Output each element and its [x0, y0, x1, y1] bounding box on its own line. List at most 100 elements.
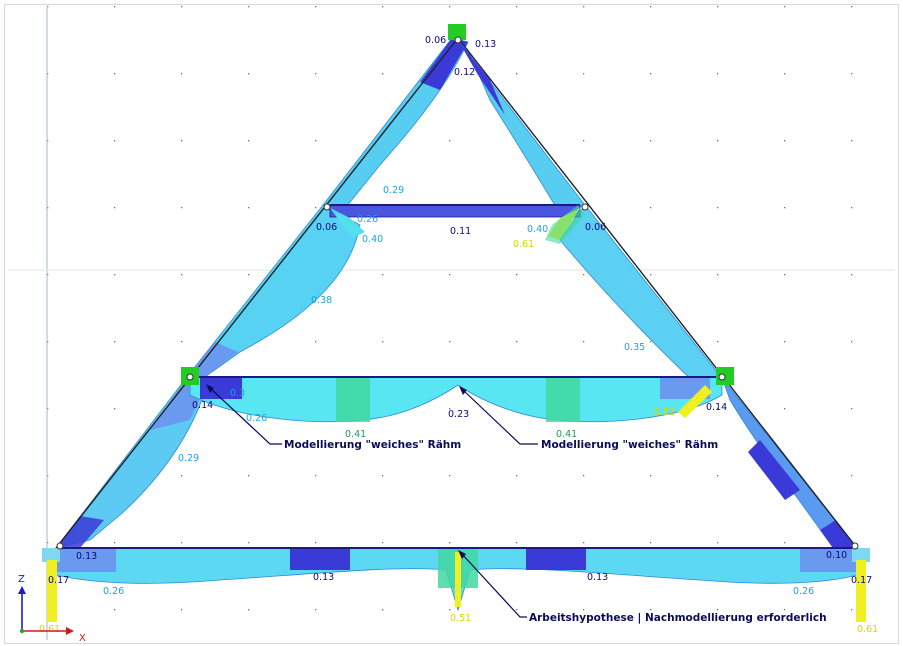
grid-dots: [47, 6, 853, 611]
label-bottom-right-support: 0.17: [851, 575, 872, 586]
grid-dot: [382, 274, 384, 276]
label-mid-node-left: 0.14: [192, 400, 213, 411]
grid-dot: [784, 341, 786, 343]
grid-dot: [516, 274, 518, 276]
left-rafter-diagram: [55, 37, 469, 549]
grid-dot: [449, 542, 451, 544]
label-apex-right: 0.13: [475, 39, 496, 50]
grid-dot: [315, 475, 317, 477]
grid-dot: [851, 6, 853, 8]
grid-dot: [248, 140, 250, 142]
grid-dot: [717, 73, 719, 75]
grid-dot: [784, 609, 786, 611]
annotation-leaders: [209, 387, 538, 618]
grid-dot: [382, 609, 384, 611]
grid-dot: [47, 274, 49, 276]
viewport-frame: [4, 4, 899, 644]
grid-dot: [583, 542, 585, 544]
grid-dot: [784, 140, 786, 142]
grid-dot: [315, 609, 317, 611]
grid-dot: [315, 73, 317, 75]
label-mid-right-rafter: 0.35: [624, 342, 645, 353]
grid-dot: [717, 274, 719, 276]
right-rafter-diagram: [457, 39, 858, 553]
label-mid-beam-left-small: 0.3: [230, 388, 245, 399]
grid-dot: [181, 475, 183, 477]
label-apex-left: 0.06: [425, 35, 446, 46]
grid-dot: [717, 475, 719, 477]
grid-dot: [516, 73, 518, 75]
nodes: [56, 36, 859, 550]
label-mid-node-right: 0.14: [706, 402, 727, 413]
grid-dot: [583, 341, 585, 343]
grid-dot: [851, 341, 853, 343]
grid-dot: [583, 274, 585, 276]
grid-dot: [47, 6, 49, 8]
label-upper-left-rafter: 0.29: [383, 185, 404, 196]
label-upper-node-right: 0.06: [585, 222, 606, 233]
grid-dot: [449, 6, 451, 8]
axis-gizmo: Z X: [18, 574, 86, 644]
grid-dot: [47, 207, 49, 209]
grid-dot: [851, 475, 853, 477]
value-labels: 0.06 0.13 0.12 0.29 0.26 0.40 0.06 0.11 …: [39, 35, 878, 635]
grid-dot: [449, 609, 451, 611]
label-bottom-left-yellow: 0.61: [39, 624, 60, 635]
grid-dot: [315, 542, 317, 544]
grid-dot: [851, 140, 853, 142]
label-mid-beam-right-peak: 0.41: [556, 429, 577, 440]
grid-dot: [449, 408, 451, 410]
grid-dot: [181, 609, 183, 611]
label-mid-beam-center: 0.23: [448, 409, 469, 420]
label-bottom-left-span: 0.26: [103, 586, 124, 597]
grid-dot: [114, 6, 116, 8]
grid-dot: [47, 408, 49, 410]
label-upper-strut-left: 0.40: [362, 234, 383, 245]
label-upper-strut-right: 0.40: [527, 224, 548, 235]
grid-dot: [583, 475, 585, 477]
grid-dot: [248, 6, 250, 8]
grid-dot: [449, 140, 451, 142]
axis-x-label: X: [79, 633, 86, 644]
grid-dot: [784, 73, 786, 75]
label-mid-left-rafter: 0.38: [311, 295, 332, 306]
apex-support: [448, 24, 466, 40]
grid-dot: [717, 207, 719, 209]
upper-collar-beam: [329, 204, 585, 244]
grid-dot: [851, 609, 853, 611]
label-upper-node-left: 0.06: [316, 222, 337, 233]
grid-dot: [583, 73, 585, 75]
grid-dot: [181, 542, 183, 544]
grid-dot: [114, 408, 116, 410]
grid-dot: [382, 542, 384, 544]
grid-dot: [851, 274, 853, 276]
label-bottom-right-mid: 0.13: [587, 572, 608, 583]
label-apex-below: 0.12: [454, 67, 475, 78]
grid-dot: [382, 6, 384, 8]
label-lower-left-rafter: 0.29: [178, 453, 199, 464]
grid-dot: [248, 274, 250, 276]
bottom-right-support: [852, 548, 870, 562]
grid-dot: [181, 207, 183, 209]
label-upper-collar-left: 0.26: [357, 214, 378, 225]
grid-dot: [315, 140, 317, 142]
grid-dot: [650, 475, 652, 477]
grid-dot: [315, 207, 317, 209]
grid-dot: [248, 609, 250, 611]
grid-dot: [784, 274, 786, 276]
bottom-right-reaction: [856, 560, 866, 622]
grid-dot: [516, 542, 518, 544]
grid-dot: [382, 341, 384, 343]
grid-dot: [181, 274, 183, 276]
grid-dot: [315, 6, 317, 8]
bottom-left-reaction: [47, 560, 57, 622]
grid-dot: [717, 140, 719, 142]
grid-dot: [650, 341, 652, 343]
grid-dot: [784, 6, 786, 8]
grid-dot: [248, 207, 250, 209]
grid-dot: [583, 6, 585, 8]
grid-dot: [784, 542, 786, 544]
grid-dot: [114, 140, 116, 142]
label-mid-beam-left: 0.26: [246, 413, 267, 424]
